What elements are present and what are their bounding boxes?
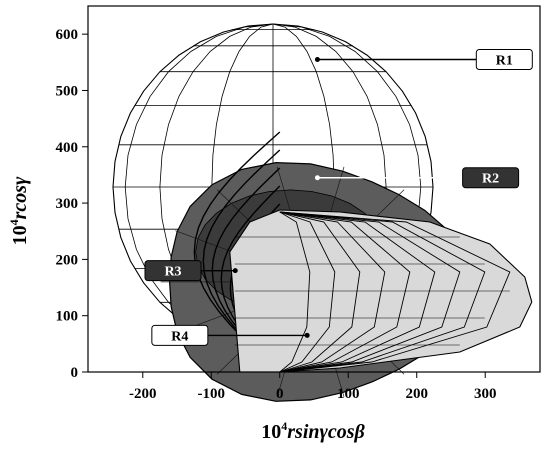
region-label-r1: R1 [496,53,513,68]
region-arrow-head-r1 [314,56,320,62]
region-arrow-head-r2 [314,175,320,181]
r4-slice [279,211,461,373]
x-tick-label: 0 [276,386,284,402]
r4-slice [279,211,436,373]
y-tick-label: 200 [56,252,79,268]
plot-frame [87,5,541,373]
region-label-box-r4 [151,324,209,346]
x-axis-title: 104rsinγcosβ [261,419,365,443]
x-tick-label: 200 [405,386,428,402]
r4-slice [279,211,511,373]
r4-slice [279,211,361,373]
region-label-box-r1 [475,48,533,70]
region-label-box-r2 [462,167,520,189]
region-label-r4: R4 [171,329,188,344]
region-arrow-head-r4 [304,332,310,338]
x-tick-label: 300 [474,386,497,402]
r4-slice [279,211,386,373]
region-label-box-r3 [144,260,202,282]
region-label-r3: R3 [164,265,181,280]
x-tick-label: -200 [129,386,157,402]
axes-layer: -200 -100 0 100 200 300 0 100 200 300 400 500 600 [56,5,541,402]
y-tick-label: 500 [56,83,79,99]
region-arrow-head-r3 [232,268,238,274]
y-tick-label: 0 [71,365,79,381]
x-tick-label: -100 [198,386,226,402]
region-label-r2: R2 [482,172,499,187]
labels-layer: R1 R2 R3 R4 [144,48,533,346]
r4-slice [279,211,336,373]
r4-slice [279,211,311,373]
x-tick-label: 100 [337,386,360,402]
y-tick-label: 600 [56,27,79,43]
y-tick-label: 300 [56,196,79,212]
y-tick-label: 100 [56,309,79,325]
r4-slice [279,211,486,373]
r4-slice [279,211,411,373]
y-tick-label: 400 [56,140,79,156]
y-axis-title: 104rcosγ [7,176,31,245]
